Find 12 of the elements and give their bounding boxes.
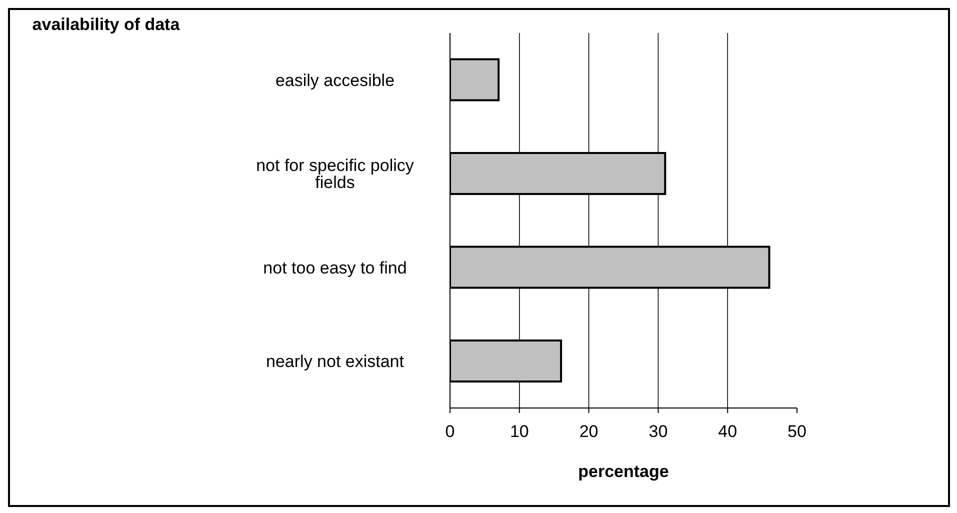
x-tick-label: 50	[788, 422, 806, 442]
x-tick-label: 10	[510, 422, 529, 442]
text: availability of data	[31, 14, 181, 36]
y-tick-label: not too easy to find	[263, 258, 407, 278]
x-tick-label: 30	[648, 422, 668, 442]
x-tick-label: 40	[718, 422, 738, 442]
x-tick-label: 0	[445, 422, 455, 442]
x-axis-title: percentage	[578, 462, 669, 481]
y-tick-label: not for specific policy fields	[256, 156, 414, 192]
y-tick-label: easily accesible	[275, 70, 395, 90]
y-tick-label: nearly not existant	[266, 352, 404, 372]
x-tick-label: 20	[579, 422, 598, 442]
